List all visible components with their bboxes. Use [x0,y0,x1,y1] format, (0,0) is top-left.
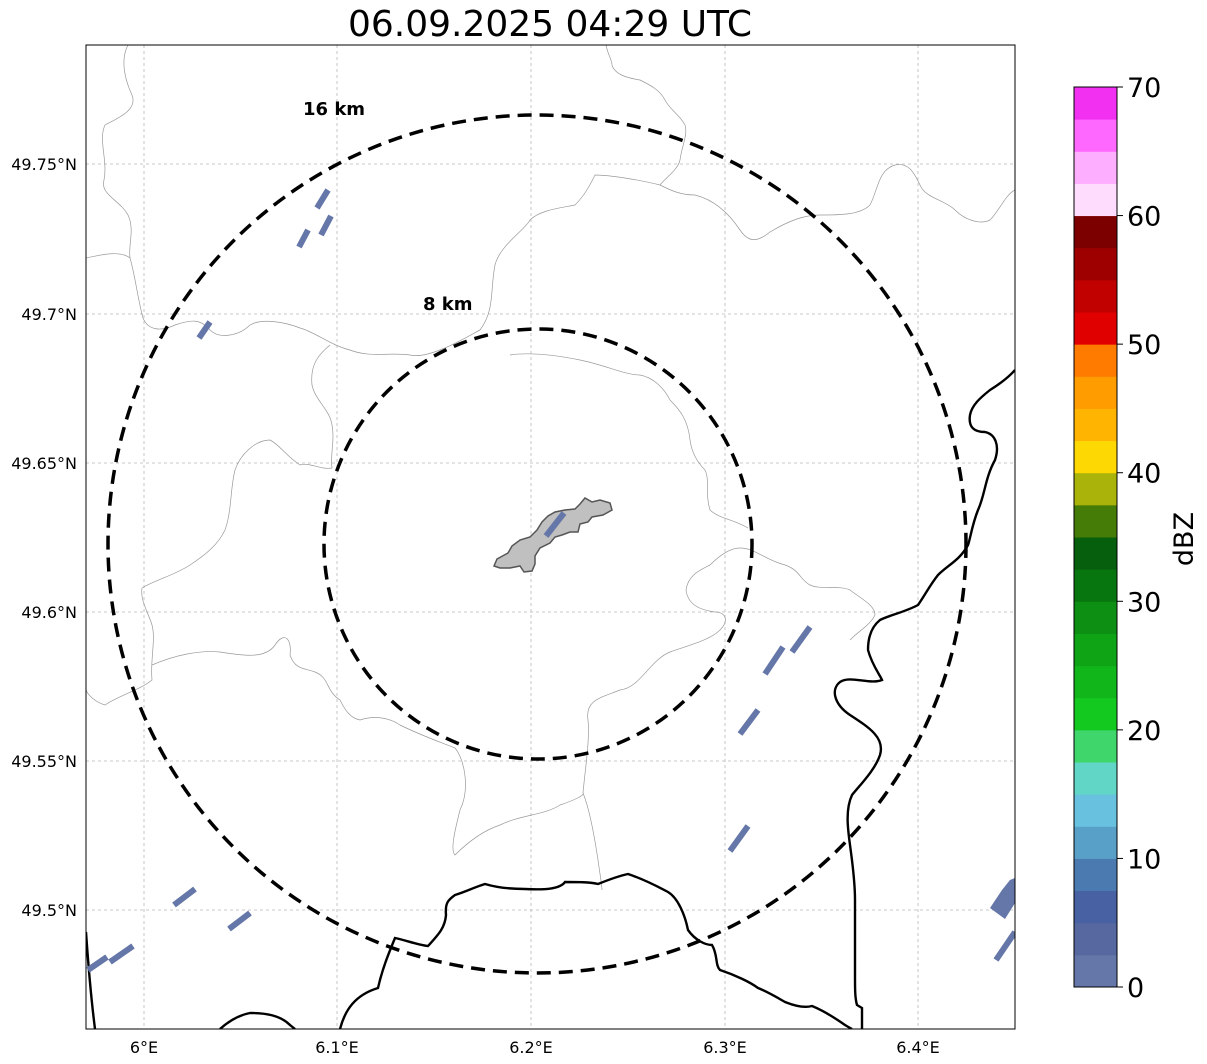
colorbar-swatch [1074,890,1117,924]
colorbar-swatch [1074,954,1117,988]
colorbar-tick-label: 40 [1127,459,1161,490]
colorbar-swatch [1074,312,1117,345]
colorbar-swatch [1074,279,1117,313]
lon-tick: 6.1°E [315,1038,359,1057]
colorbar-tick-label: 70 [1127,73,1161,104]
radar-echo-blob [990,878,1015,919]
lat-tick: 49.6°N [21,603,77,622]
colorbar-frame [1073,86,1118,988]
colorbar-ticks: 0 10 20 30 40 50 60 70 [1117,73,1161,1004]
commune-boundaries [86,45,1015,891]
colorbar-tick-label: 0 [1127,973,1144,1004]
lon-tick: 6°E [130,1038,158,1057]
colorbar-swatch [1074,601,1117,634]
colorbar-label: dBZ [1169,512,1200,566]
range-label-16km: 16 km [303,99,365,120]
colorbar-swatch [1074,247,1117,281]
colorbar-swatch [1074,215,1117,249]
colorbar-tick-label: 60 [1127,202,1161,233]
colorbar-swatch [1074,408,1117,442]
colorbar-swatch [1074,826,1117,859]
town-polygon [492,497,613,573]
gridlines [86,45,1015,1029]
lat-tick-labels: 49.75°N 49.7°N 49.65°N 49.6°N 49.55°N 49… [11,155,77,920]
colorbar-swatch [1074,151,1117,184]
colorbar-tick-label: 10 [1127,844,1161,875]
lat-tick: 49.7°N [21,305,77,324]
colorbar-tick-label: 30 [1127,587,1161,618]
colorbar-swatch [1074,472,1117,506]
colorbar-swatch [1074,922,1117,956]
colorbar-tick-label: 50 [1127,330,1161,361]
range-ring-16km [106,113,968,975]
colorbar-swatch [1074,344,1117,377]
lat-tick: 49.75°N [11,155,77,174]
colorbar-swatch [1074,87,1117,120]
range-label-8km: 8 km [423,294,473,315]
colorbar-swatch [1074,665,1117,699]
colorbar-swatch [1074,762,1117,795]
range-rings [106,113,968,975]
colorbar-swatch [1074,440,1117,474]
colorbar-swatch [1074,569,1117,602]
lon-tick: 6.2°E [509,1038,553,1057]
colorbar-swatch [1074,183,1117,217]
lon-tick-labels: 6°E 6.1°E 6.2°E 6.3°E 6.4°E [130,1038,940,1057]
country-borders [86,369,1015,1029]
range-ring-8km [322,327,754,761]
colorbar-swatch [1074,537,1117,570]
colorbar-swatch [1074,119,1117,152]
lat-tick: 49.65°N [11,454,77,473]
colorbar [1074,87,1117,988]
colorbar-tick-label: 20 [1127,716,1161,747]
lon-tick: 6.3°E [703,1038,747,1057]
colorbar-swatch [1074,376,1117,409]
lat-tick: 49.55°N [11,752,77,771]
colorbar-swatch [1074,633,1117,667]
colorbar-swatch [1074,697,1117,731]
radar-echoes [86,188,1015,973]
map-title: 06.09.2025 04:29 UTC [347,4,753,45]
colorbar-swatch [1074,858,1117,892]
map-frame [85,44,1016,1030]
colorbar-swatch [1074,504,1117,538]
colorbar-swatch [1074,729,1117,763]
colorbar-swatch [1074,794,1117,827]
lat-tick: 49.5°N [21,901,77,920]
lon-tick: 6.4°E [896,1038,940,1057]
